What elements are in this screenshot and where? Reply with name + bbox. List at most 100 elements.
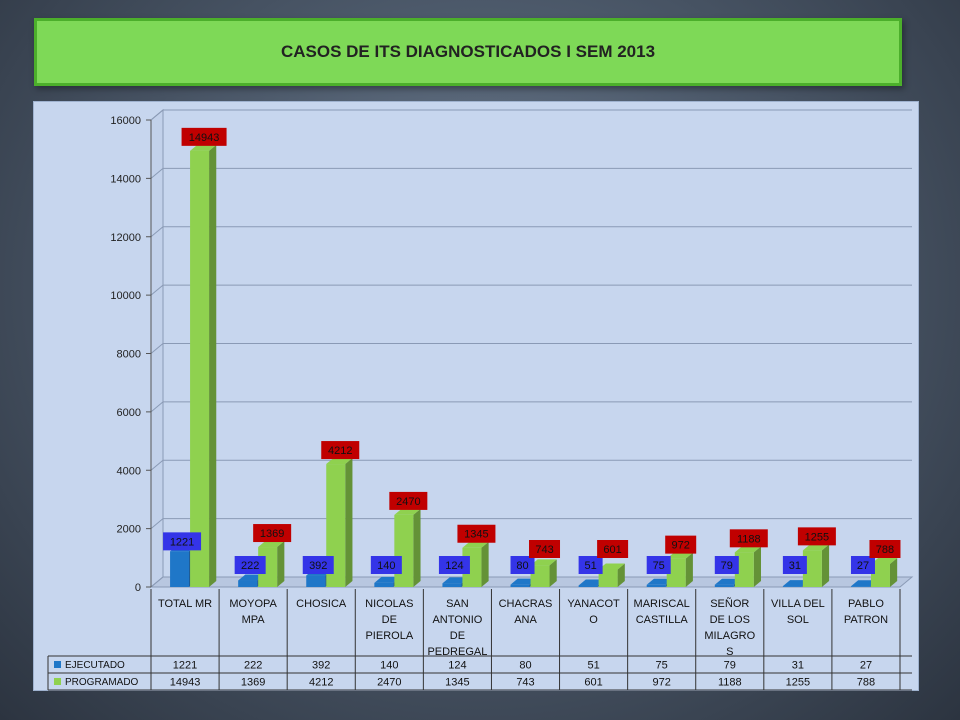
data-label-ejecutado: 222 xyxy=(241,560,259,572)
chart-title: CASOS DE ITS DIAGNOSTICADOS I SEM 2013 xyxy=(280,42,656,61)
x-tick-label: DE xyxy=(382,614,397,626)
table-value: 80 xyxy=(519,660,531,672)
data-label-ejecutado: 75 xyxy=(653,560,665,572)
table-value: 51 xyxy=(587,660,599,672)
x-tick-label: CASTILLA xyxy=(636,614,689,626)
legend-label-ejecutado: EJECUTADO xyxy=(65,660,125,671)
data-label-programado: 1188 xyxy=(737,533,761,545)
data-label-programado-bg xyxy=(253,524,292,543)
data-label-programado: 1345 xyxy=(464,529,488,541)
data-label-ejecutado-bg xyxy=(510,556,535,574)
data-label-ejecutado-bg xyxy=(163,532,202,551)
gridline xyxy=(150,109,912,121)
bar-ejecutado-top xyxy=(442,577,469,584)
x-tick-label: DE LOS xyxy=(710,614,750,626)
x-tick-label: SOL xyxy=(787,614,809,626)
bar-programado-top xyxy=(190,144,217,151)
data-label-programado: 4212 xyxy=(328,445,352,457)
x-tick-label: SEÑOR xyxy=(710,597,749,610)
bar-programado-side xyxy=(753,546,761,587)
x-tick-label: NICOLAS xyxy=(365,598,413,610)
bar-ejecutado xyxy=(714,584,734,587)
bar-programado-top xyxy=(734,546,761,553)
bar-programado-top xyxy=(870,558,898,565)
data-label-ejecutado: 80 xyxy=(516,560,528,572)
y-tick-label: 6000 xyxy=(117,407,141,419)
bar-ejecutado-top xyxy=(238,574,265,581)
table-value: 788 xyxy=(857,677,875,689)
data-label-programado: 743 xyxy=(535,544,553,556)
bar-programado-side xyxy=(481,541,489,587)
table-value: 79 xyxy=(724,660,736,672)
data-label-programado: 1369 xyxy=(260,528,284,540)
bar-ejecutado-top xyxy=(510,578,537,585)
bar-programado xyxy=(394,514,414,587)
y-tick-label: 10000 xyxy=(110,290,141,302)
bar-programado-side xyxy=(821,544,830,587)
data-label-ejecutado-bg xyxy=(646,556,671,574)
table-value: 743 xyxy=(516,677,534,689)
data-label-ejecutado: 392 xyxy=(309,560,327,572)
bar-ejecutado xyxy=(578,585,598,587)
x-tick-label: S xyxy=(726,646,733,658)
bar-programado-side xyxy=(345,458,353,587)
data-label-ejecutado: 1221 xyxy=(170,536,194,548)
gridline xyxy=(150,343,912,354)
data-label-ejecutado-bg xyxy=(234,556,266,574)
gridline xyxy=(150,576,912,588)
data-label-ejecutado-bg xyxy=(714,556,739,574)
bar-programado xyxy=(802,550,822,587)
y-tick-label: 16000 xyxy=(110,115,141,127)
x-tick-label: DE xyxy=(450,630,465,642)
x-tick-label: MILAGRO xyxy=(704,630,755,642)
data-label-programado: 788 xyxy=(876,544,894,556)
bar-ejecutado-top xyxy=(714,578,741,585)
bar-ejecutado xyxy=(782,586,802,587)
x-tick-label: VILLA DEL xyxy=(771,598,825,610)
data-label-programado-bg xyxy=(797,527,836,546)
data-label-ejecutado-bg xyxy=(302,556,334,574)
data-label-ejecutado-bg xyxy=(850,556,875,574)
bar-programado-side xyxy=(685,552,693,587)
bar-programado-top xyxy=(598,563,625,570)
data-label-programado-bg xyxy=(389,491,428,510)
bar-ejecutado-top xyxy=(850,580,878,587)
x-tick-label: O xyxy=(589,614,598,626)
bar-ejecutado xyxy=(850,586,870,587)
data-label-programado-bg xyxy=(457,524,496,543)
gridline xyxy=(150,167,912,179)
bar-programado xyxy=(870,564,890,587)
gridline xyxy=(150,459,912,471)
x-tick-label: PATRON xyxy=(844,614,888,626)
chart-panel: 0 2000 4000 6000 8000 10000 12000 14000 16000 122… xyxy=(33,101,919,691)
x-tick-label: MARISCAL xyxy=(634,598,690,610)
data-label-ejecutado: 140 xyxy=(377,560,395,572)
x-tick-label: ANTONIO xyxy=(432,614,482,626)
bar-programado-top xyxy=(530,559,557,566)
data-label-ejecutado: 31 xyxy=(789,560,801,572)
x-tick-label: SAN xyxy=(446,598,469,610)
table-value: 4212 xyxy=(309,677,333,689)
data-label-ejecutado: 124 xyxy=(445,560,463,572)
bar-ejecutado xyxy=(238,580,258,587)
bar-ejecutado xyxy=(170,551,190,587)
data-label-programado-bg xyxy=(181,127,227,146)
bar-programado-top xyxy=(326,458,353,465)
bar-ejecutado xyxy=(646,584,666,587)
y-tick-label: 2000 xyxy=(117,524,141,536)
bar-ejecutado xyxy=(442,583,462,587)
table-value: 124 xyxy=(448,660,466,672)
x-tick-label: CHACRAS xyxy=(499,598,553,610)
data-label-programado-bg xyxy=(321,441,360,460)
table-value: 1369 xyxy=(241,677,265,689)
y-tick-label: 12000 xyxy=(110,232,141,244)
bar-programado-side xyxy=(549,559,557,587)
gridline xyxy=(150,401,912,413)
y-tick-label: 14000 xyxy=(110,173,141,185)
table-value: 1221 xyxy=(173,660,197,672)
y-tick-label: 4000 xyxy=(117,465,141,477)
table-value: 972 xyxy=(653,677,671,689)
data-label-programado: 972 xyxy=(672,540,690,552)
table-value: 601 xyxy=(584,677,602,689)
data-label-ejecutado-bg xyxy=(370,556,402,574)
